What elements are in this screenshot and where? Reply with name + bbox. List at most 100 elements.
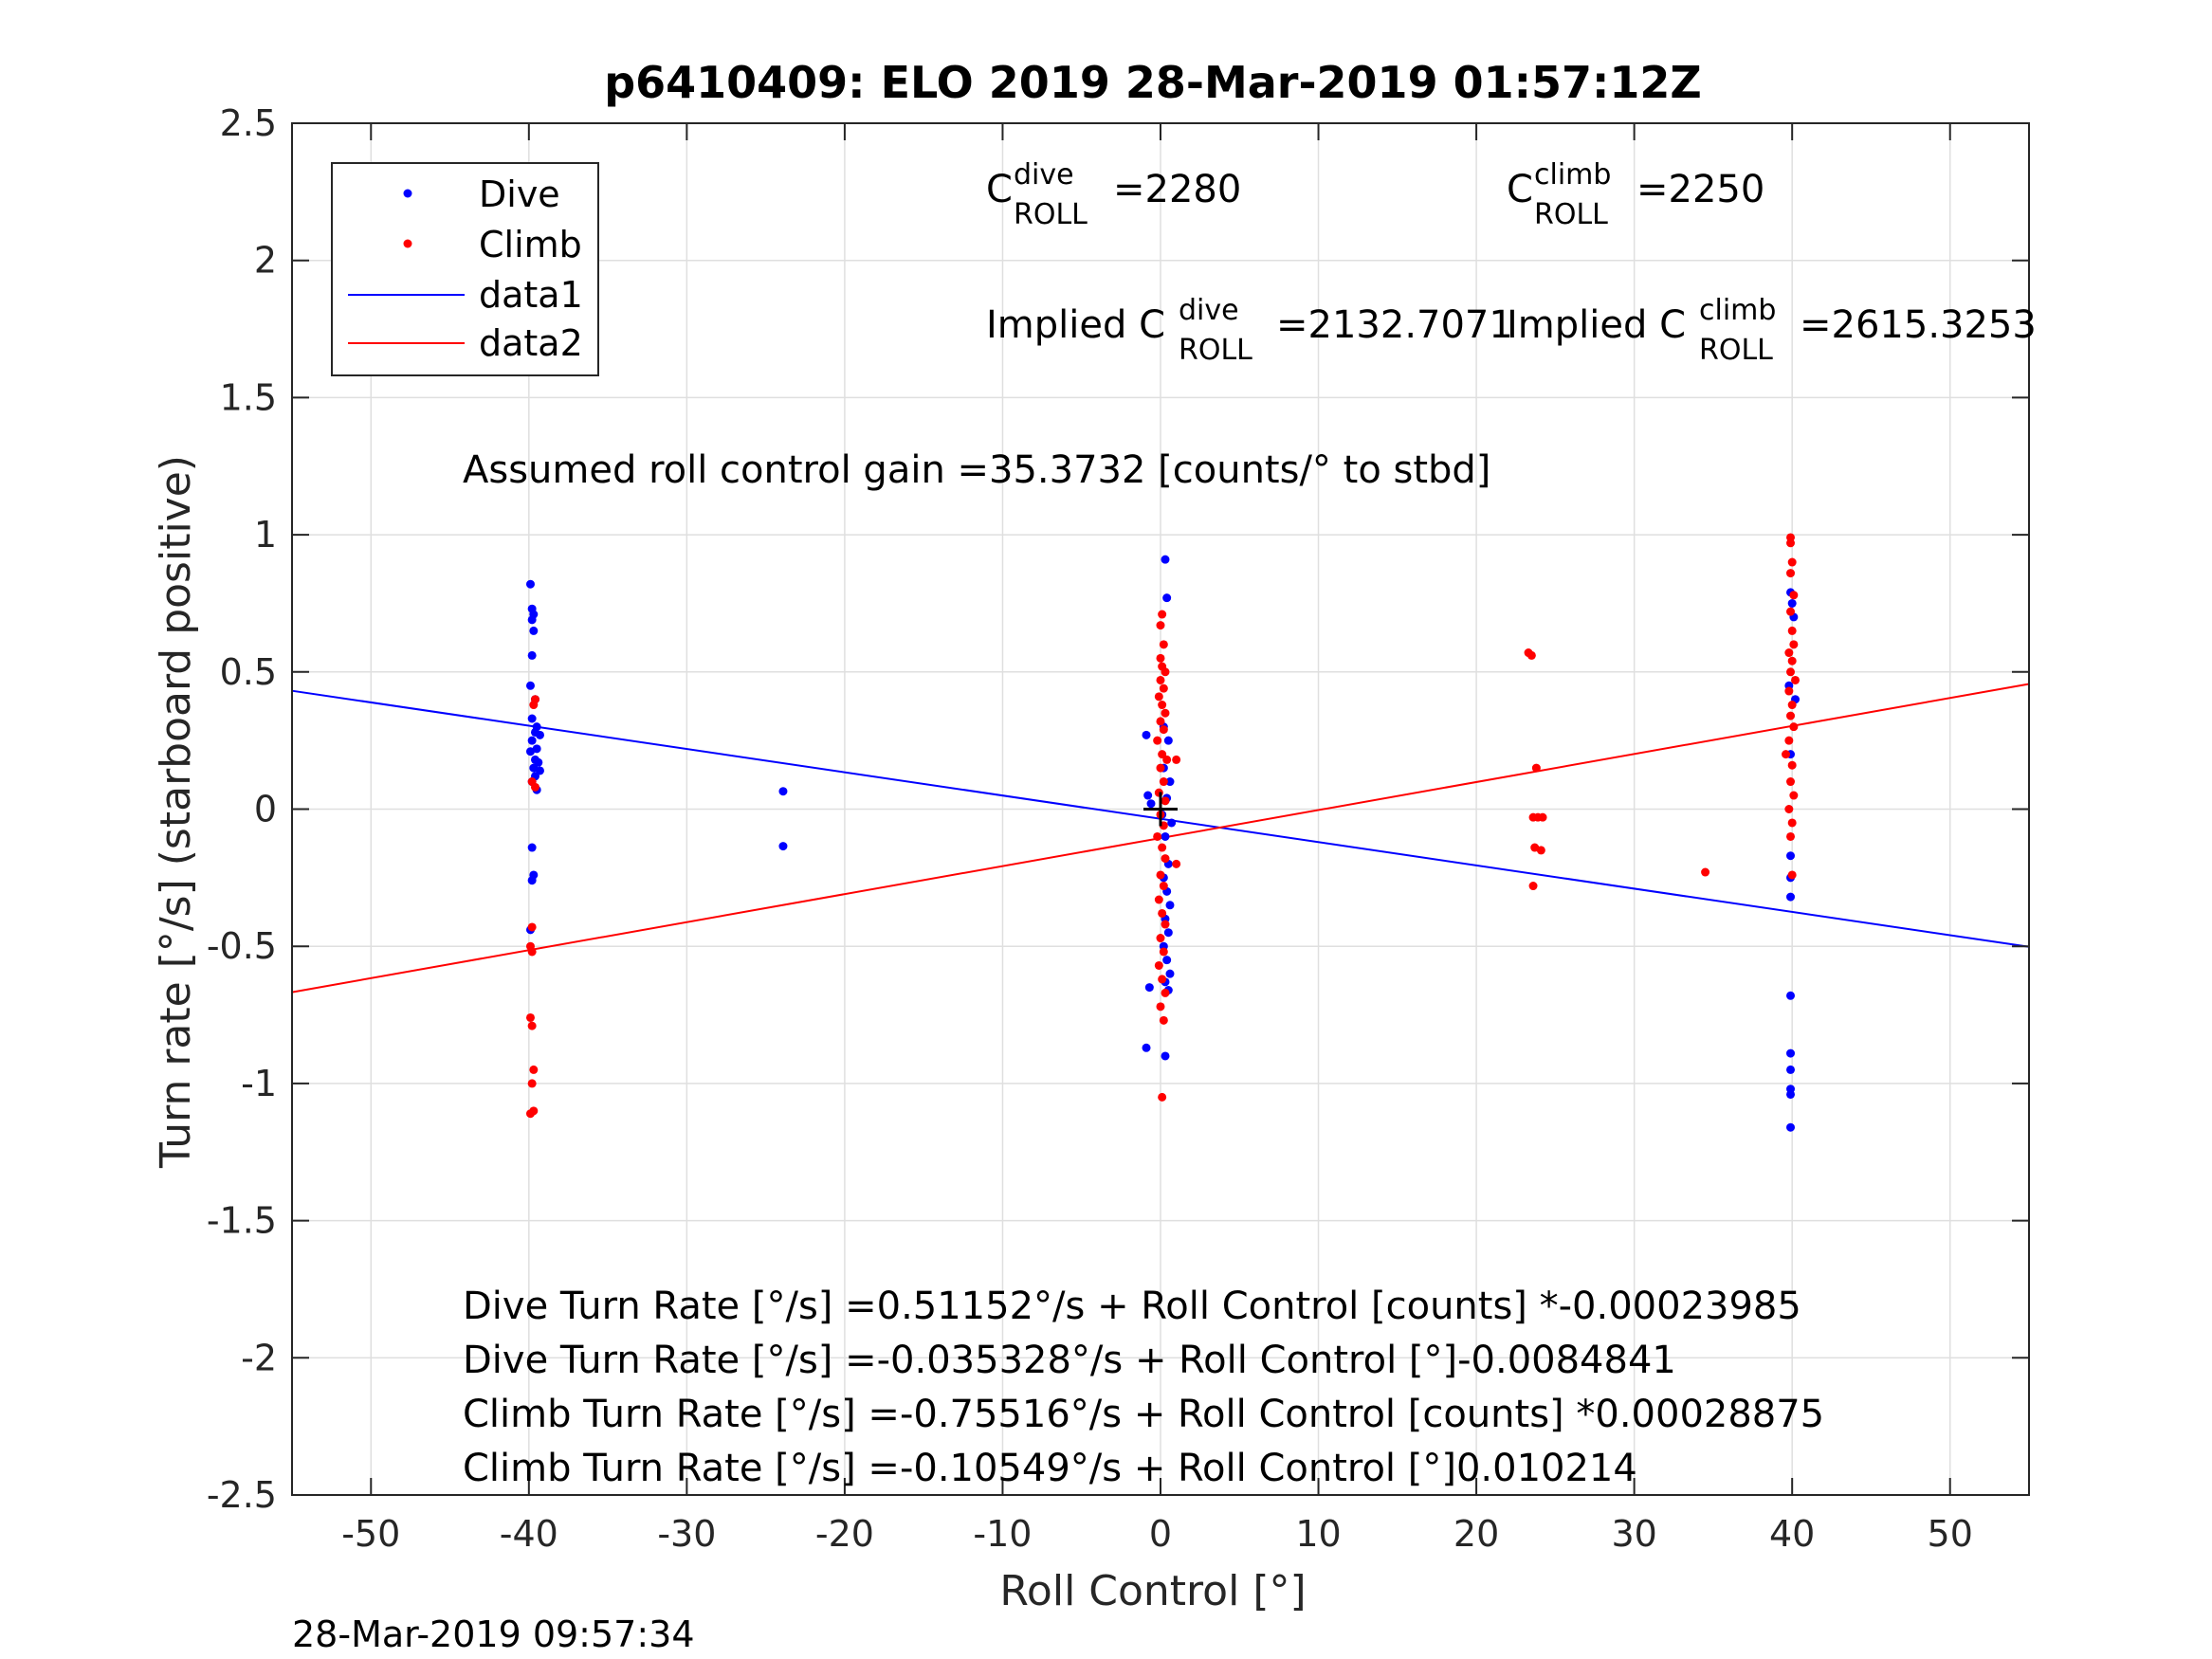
- point-climb: [1787, 626, 1797, 635]
- point-dive: [1786, 851, 1796, 861]
- point-climb: [1158, 975, 1167, 984]
- point-climb: [1161, 667, 1170, 677]
- tick-labels: -50 -40 -30 -20 -10 0 10 20 30 40 50-2.5-2-1.5-1-0…: [207, 102, 1973, 1555]
- point-dive: [527, 650, 537, 660]
- point-climb: [1161, 796, 1170, 806]
- point-dive: [1161, 831, 1170, 841]
- point-dive: [1161, 1051, 1170, 1061]
- x-tick-label: 20: [1453, 1513, 1499, 1555]
- point-dive: [527, 736, 537, 745]
- point-climb: [1158, 843, 1167, 852]
- point-climb: [1784, 686, 1794, 696]
- point-dive: [1146, 799, 1156, 809]
- point-climb: [1172, 859, 1181, 868]
- point-dive: [1143, 791, 1153, 800]
- x-axis-label: Roll Control [°]: [999, 1567, 1306, 1615]
- point-climb: [1172, 755, 1181, 764]
- point-dive: [1786, 1048, 1796, 1058]
- point-dive: [1786, 892, 1796, 902]
- point-climb: [1159, 684, 1168, 693]
- point-climb: [527, 922, 537, 932]
- point-climb: [1158, 908, 1167, 918]
- legend-data1-label: data1: [479, 274, 583, 316]
- legend-data2-label: data2: [479, 322, 583, 364]
- point-dive: [1162, 956, 1172, 965]
- point-climb: [1156, 1002, 1165, 1012]
- y-tick-label: 2.5: [220, 102, 277, 144]
- c-climb-sup: climb: [1534, 158, 1611, 191]
- center-marker: [1143, 792, 1178, 827]
- point-climb: [1787, 656, 1797, 665]
- point-climb: [527, 947, 537, 957]
- point-climb: [1786, 569, 1796, 578]
- point-climb: [1156, 763, 1165, 773]
- point-dive: [1163, 928, 1173, 938]
- point-dive: [1786, 1122, 1796, 1132]
- point-dive: [525, 579, 535, 589]
- point-climb: [1786, 607, 1796, 616]
- point-climb: [1528, 882, 1538, 891]
- x-tick-label: -10: [973, 1513, 1032, 1555]
- point-climb: [1159, 947, 1168, 957]
- point-dive: [1786, 1065, 1796, 1074]
- point-dive: [529, 626, 539, 635]
- point-climb: [525, 1109, 535, 1119]
- y-tick-label: -2.5: [207, 1474, 277, 1516]
- point-climb: [1787, 760, 1797, 770]
- implied-climb-sup: climb: [1699, 294, 1776, 327]
- chart-title: p6410409: ELO 2019 28-Mar-2019 01:57:12Z: [604, 57, 1702, 108]
- point-climb: [1154, 960, 1163, 970]
- point-climb: [1154, 692, 1163, 702]
- fit-equation-4: Climb Turn Rate [°/s] =-0.10549°/s + Rol…: [463, 1447, 1637, 1490]
- point-climb: [1156, 675, 1165, 684]
- point-dive: [1144, 983, 1154, 993]
- x-tick-label: 30: [1611, 1513, 1656, 1555]
- point-climb: [1153, 736, 1162, 745]
- implied-climb-value: =2615.3253: [1800, 303, 2037, 347]
- point-climb: [1161, 708, 1170, 718]
- point-climb: [529, 701, 539, 710]
- legend: Dive Climb data1 data2: [331, 162, 599, 376]
- implied-climb-sub: ROLL: [1699, 334, 1773, 367]
- point-dive: [1787, 598, 1797, 608]
- point-climb: [1786, 831, 1796, 841]
- point-climb: [1784, 805, 1794, 813]
- point-dive: [778, 787, 788, 796]
- point-dive: [1786, 991, 1796, 1000]
- legend-climb-label: Climb: [479, 224, 582, 265]
- point-climb: [1791, 675, 1801, 684]
- c-climb-value: =2250: [1636, 168, 1764, 211]
- point-climb: [1162, 755, 1172, 764]
- point-climb: [1789, 640, 1799, 649]
- point-dive: [525, 681, 535, 690]
- implied-dive-value: =2132.7071: [1276, 303, 1513, 347]
- point-dive: [1162, 593, 1172, 603]
- implied-climb-main: Implied C: [1507, 303, 1686, 347]
- point-climb: [1787, 818, 1797, 828]
- c-climb-sub: ROLL: [1534, 198, 1608, 231]
- point-climb: [1531, 763, 1541, 773]
- point-dive: [1163, 736, 1173, 745]
- point-climb: [525, 1012, 535, 1022]
- point-dive: [527, 714, 537, 723]
- axes: [291, 122, 2030, 1496]
- point-climb: [1159, 640, 1168, 649]
- y-tick-label: 1.5: [220, 376, 277, 418]
- y-tick-label: -1: [241, 1063, 277, 1104]
- point-climb: [1153, 831, 1162, 841]
- x-tick-label: -40: [500, 1513, 558, 1555]
- point-climb: [1161, 920, 1170, 929]
- y-tick-label: 0: [254, 789, 277, 830]
- annotation-implied-dive: Implied C dive ROLL =2132.7071: [986, 294, 1513, 367]
- annotation-implied-climb: Implied C climb ROLL =2615.3253: [1507, 294, 2037, 367]
- point-dive: [1167, 818, 1177, 828]
- point-dive: [1786, 1089, 1796, 1099]
- point-climb: [1156, 621, 1165, 630]
- y-axis-label: Turn rate [°/s] (starboard positive): [152, 455, 200, 1169]
- point-climb: [1787, 701, 1797, 710]
- implied-dive-sub: ROLL: [1179, 334, 1252, 367]
- point-climb: [1786, 538, 1796, 548]
- c-dive-value: =2280: [1113, 168, 1241, 211]
- x-tick-label: -50: [341, 1513, 400, 1555]
- y-tick-label: 2: [254, 240, 277, 282]
